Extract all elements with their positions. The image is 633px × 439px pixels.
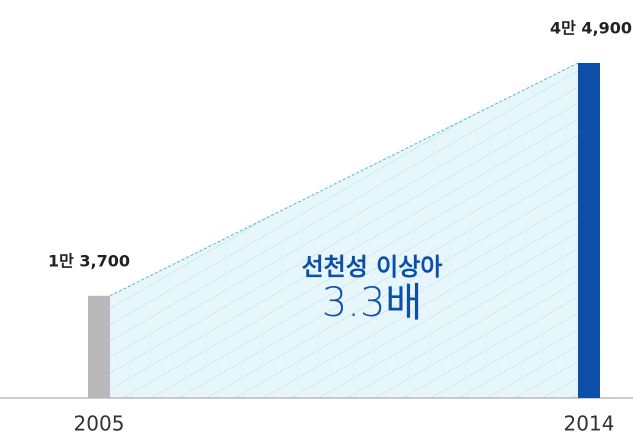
bar	[578, 63, 600, 398]
bar	[88, 295, 110, 398]
value-label: 4만 4,900	[550, 19, 632, 38]
value-label: 1만 3,700	[48, 251, 130, 270]
annotation-title: 선천성 이상아	[302, 253, 443, 281]
x-tick-label: 2014	[564, 412, 615, 436]
annotation-text: 3.3배	[322, 280, 422, 326]
x-tick-label: 2005	[74, 412, 125, 436]
growth-area	[110, 63, 578, 398]
growth-line	[109, 62, 579, 297]
growth-area-layer	[109, 62, 579, 398]
